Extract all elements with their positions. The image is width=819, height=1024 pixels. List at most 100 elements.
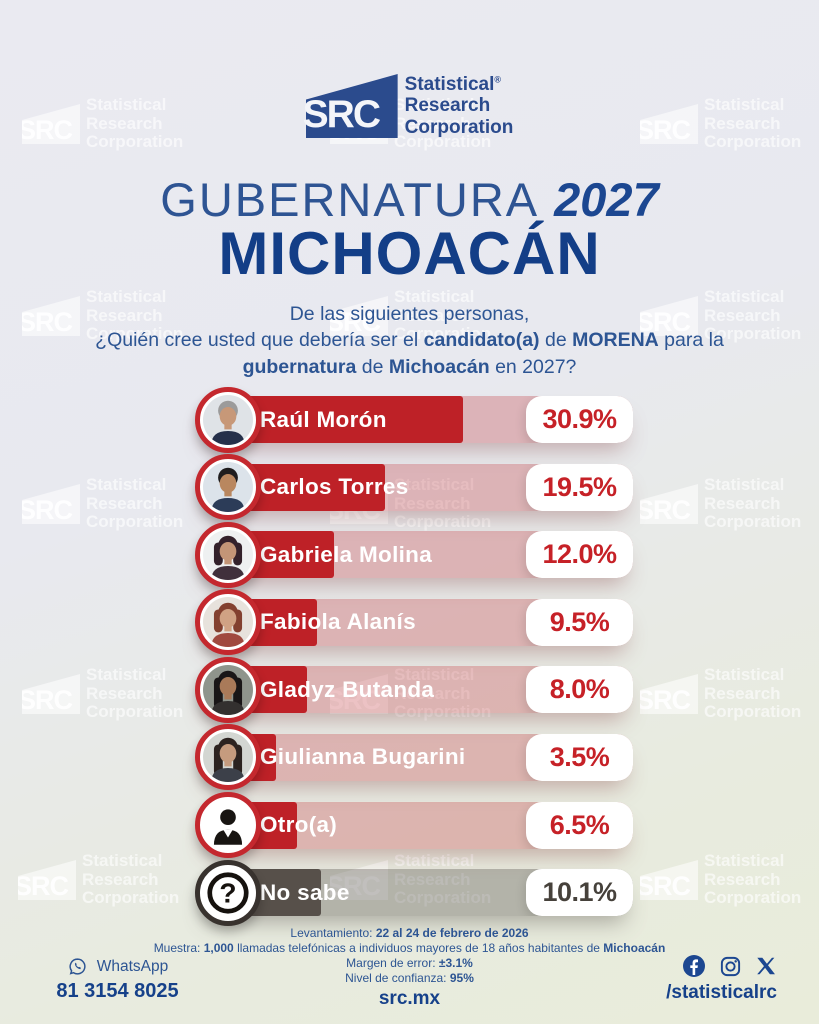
watermark-src-letters: SRC (636, 685, 691, 716)
percent-value: 12.0% (542, 539, 617, 570)
candidate-photo (203, 597, 253, 648)
result-row: Otro(a) 6.5% (195, 792, 633, 859)
watermark-wordmark: Statistical Research Corporation (394, 475, 492, 532)
percent-value: 30.9% (542, 404, 617, 434)
watermark-src-letters: SRC (18, 685, 73, 716)
whatsapp-contact[interactable]: WhatsApp 81 3154 8025 (40, 956, 195, 1003)
watermark-wordmark: Statistical Research Corporation (394, 287, 492, 344)
watermark-wordmark: Statistical Research Corporation (704, 95, 802, 152)
percent-box: 19.5% (526, 463, 633, 511)
result-bar: Otro(a) 6.5% (197, 801, 633, 849)
facebook-icon[interactable] (682, 954, 706, 978)
percent-box: 10.1% (526, 869, 633, 917)
watermark-src-letters: SRC (326, 307, 381, 338)
src-logo-mark: SRC (302, 74, 398, 138)
percent-box: 9.5% (526, 598, 633, 646)
whatsapp-label: WhatsApp (96, 957, 169, 975)
watermark-src-letters: SRC (18, 115, 73, 146)
result-bar: Carlos Torres 19.5% (197, 463, 633, 511)
percent-box: 8.0% (526, 666, 633, 714)
candidate-name: Giulianna Bugarini (260, 744, 466, 770)
watermark-wordmark: Statistical Research Corporation (394, 95, 492, 152)
watermark-wordmark: Statistical Research Corporation (82, 851, 180, 908)
candidate-avatar (195, 521, 261, 588)
watermark-pennant-icon: SRC (640, 860, 698, 901)
brand-line-2: Research (404, 95, 491, 117)
whatsapp-icon (69, 958, 86, 975)
watermark-src-letters: SRC (636, 307, 691, 338)
svg-text:?: ? (219, 877, 236, 908)
watermark-src-letters: SRC (326, 685, 381, 716)
candidate-name: Fabiola Alanís (260, 609, 416, 635)
watermark-wordmark: Statistical Research Corporation (704, 475, 802, 532)
result-row: Fabiola Alanís 9.5% (195, 589, 633, 656)
methodology-line-2: Muestra: 1,000 llamadas telefónicas a in… (153, 941, 666, 956)
question-line-1: De las siguientes personas, (289, 303, 530, 325)
percent-value: 6.5% (549, 809, 610, 840)
instagram-icon[interactable] (719, 955, 742, 978)
candidate-photo (203, 732, 253, 783)
social-handle[interactable]: /statisticalrc (666, 982, 777, 1003)
title-light-text: GUBERNATURA (160, 173, 540, 226)
watermark-wordmark: Statistical Research Corporation (394, 851, 492, 908)
candidate-photo: ? (203, 867, 253, 918)
result-row: Giulianna Bugarini 3.5% (195, 724, 633, 791)
watermark-pennant-icon: SRC (18, 860, 76, 901)
percent-value: 19.5% (542, 471, 617, 502)
result-bar: Gladyz Butanda 8.0% (197, 666, 633, 714)
percent-value: 8.0% (549, 674, 610, 705)
watermark-src-letters: SRC (18, 495, 73, 526)
result-bar: No sabe 10.1% (197, 869, 633, 917)
candidate-name: Carlos Torres (260, 474, 409, 500)
watermark-wordmark: Statistical Research Corporation (86, 95, 184, 152)
candidate-name: Gabriela Molina (260, 541, 433, 567)
candidate-name: Otro(a) (260, 812, 338, 838)
methodology-line-3: Margen de error: ±3.1% (346, 956, 473, 971)
watermark-wordmark: Statistical Research Corporation (86, 475, 184, 532)
candidate-photo (203, 664, 253, 715)
result-row: Raúl Morón 30.9% (195, 386, 633, 453)
percent-box: 3.5% (526, 733, 633, 781)
watermark-src-letters: SRC (326, 871, 381, 902)
watermark-src-letters: SRC (636, 115, 691, 146)
watermark-pennant-icon: SRC (640, 484, 698, 525)
watermark-wordmark: Statistical Research Corporation (86, 665, 184, 722)
result-row: Carlos Torres 19.5% (195, 454, 633, 521)
watermark-wordmark: Statistical Research Corporation (86, 287, 184, 344)
candidate-photo (203, 800, 253, 851)
watermark-pennant-icon: SRC (330, 674, 388, 715)
website-link[interactable]: src.mx (378, 988, 441, 1009)
result-row: Gabriela Molina 12.0% (195, 521, 633, 588)
watermark-pennant-icon: SRC (640, 674, 698, 715)
percent-value: 10.1% (542, 877, 617, 908)
result-bar: Raúl Morón 30.9% (197, 396, 633, 443)
candidate-name: No sabe (260, 879, 350, 905)
src-logo: SRC Statistical® Research Corporation (0, 74, 819, 138)
percent-box: 30.9% (526, 396, 633, 443)
percent-box: 6.5% (526, 801, 633, 849)
watermark-pennant-icon: SRC (22, 674, 80, 715)
percent-value: 3.5% (549, 741, 610, 772)
percent-value: 9.5% (549, 606, 610, 637)
src-logo-wordmark: Statistical® Research Corporation (405, 74, 514, 138)
watermark-src-letters: SRC (636, 495, 691, 526)
watermark-wordmark: Statistical Research Corporation (704, 287, 802, 344)
methodology-line-1: Levantamiento: 22 al 24 de febrero de 20… (290, 926, 529, 940)
title-gubernatura: GUBERNATURA 2027 (0, 172, 819, 227)
candidate-name: Raúl Morón (260, 406, 387, 432)
social-links: /statisticalrc (607, 954, 777, 1004)
x-icon[interactable] (755, 955, 777, 977)
src-logo-letters: SRC (302, 93, 381, 136)
question-line-2: ¿Quién cree usted que debería ser el can… (95, 329, 724, 352)
candidate-avatar (195, 386, 261, 453)
